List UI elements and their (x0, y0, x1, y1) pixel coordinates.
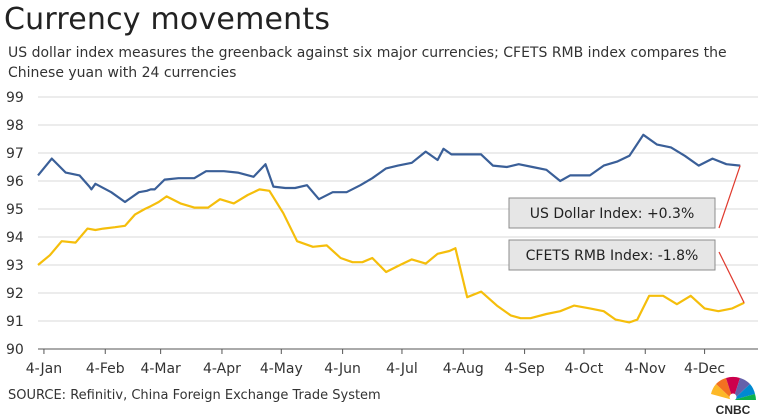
x-tick-label: 4-Dec (684, 361, 725, 377)
usd-annotation-box (508, 197, 716, 229)
cnbc-logo: CNBC (705, 376, 761, 417)
rmb-annotation-label: CFETS RMB Index: -1.8% (526, 248, 699, 264)
x-tick-label: 4-Jan (26, 361, 62, 377)
x-tick-label: 4-May (260, 361, 303, 377)
chart-subtitle: US dollar index measures the greenback a… (8, 45, 727, 81)
svg-text:CNBC: CNBC (716, 403, 751, 416)
x-tick-label: 4-Nov (625, 361, 666, 377)
y-tick-label: 91 (6, 314, 24, 330)
x-tick-label: 4-Feb (86, 361, 125, 377)
x-tick-label: 4-Aug (443, 361, 484, 377)
usd-index-line (37, 133, 741, 204)
x-tick-label: 4-Oct (565, 361, 604, 377)
y-tick-label: 90 (6, 342, 24, 358)
y-tick-label: 93 (6, 258, 24, 274)
rmb-index-line (37, 188, 745, 324)
y-tick-label: 95 (6, 202, 24, 218)
usd-annotation-connector (718, 165, 741, 229)
x-tick-label: 4-Jul (386, 361, 418, 377)
x-tick-label: 4-Jun (324, 361, 361, 377)
usd-annotation-label: US Dollar Index: +0.3% (530, 206, 695, 222)
y-tick-label: 94 (6, 230, 24, 246)
y-tick-label: 98 (6, 118, 24, 134)
chart-title: Currency movements (4, 2, 331, 37)
rmb-annotation-connector (718, 251, 745, 304)
rmb-annotation-box (508, 239, 716, 271)
x-tick-label: 4-Apr (203, 361, 241, 377)
y-tick-label: 96 (6, 174, 24, 190)
y-tick-label: 97 (6, 146, 24, 162)
x-tick-label: 4-Mar (140, 361, 181, 377)
y-tick-label: 99 (6, 90, 24, 106)
source-note: SOURCE: Refinitiv, China Foreign Exchang… (8, 388, 381, 403)
x-tick-label: 4-Sep (504, 361, 544, 377)
y-tick-label: 92 (6, 286, 24, 302)
